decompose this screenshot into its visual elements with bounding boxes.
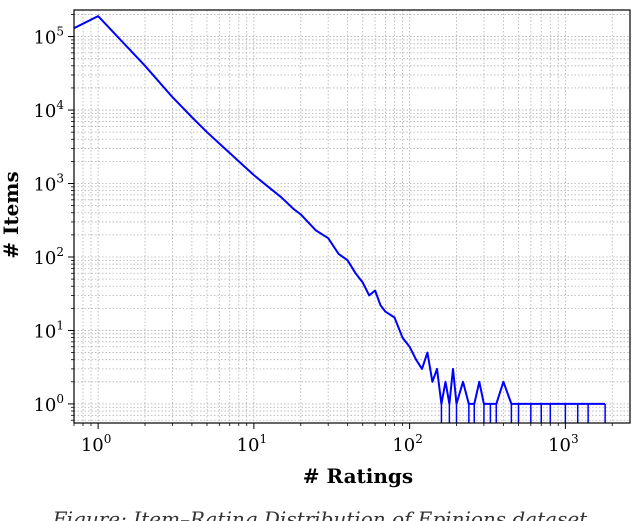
x-axis-ticks: 100 101 102 103 (73, 423, 613, 456)
y-tick-exp: 0 (56, 392, 64, 406)
y-tick-label: 103 (33, 172, 64, 196)
x-tick-base: 10 (237, 435, 260, 456)
x-tick-exp: 0 (104, 432, 112, 446)
series-line (73, 15, 606, 405)
x-tick-base: 10 (548, 435, 571, 456)
series-items-per-rating (73, 15, 606, 423)
y-tick-base: 10 (33, 395, 56, 416)
y-tick-base: 10 (33, 248, 56, 269)
y-tick-base: 10 (33, 321, 56, 342)
figure-caption: Figure: Item–Rating Distribution of Epin… (52, 507, 588, 521)
y-tick-exp: 5 (56, 25, 64, 39)
y-tick-label: 100 (33, 392, 64, 416)
y-tick-exp: 1 (56, 318, 64, 332)
x-tick-label: 102 (392, 432, 423, 456)
plot-frame (73, 9, 631, 424)
y-tick-label: 104 (33, 98, 64, 122)
y-tick-base: 10 (33, 175, 56, 196)
y-tick-label: 101 (33, 318, 64, 342)
y-tick-label: 102 (33, 245, 64, 269)
x-axis-label: # Ratings (303, 464, 413, 488)
x-tick-exp: 2 (415, 432, 423, 446)
y-tick-base: 10 (33, 101, 56, 122)
x-tick-label: 100 (81, 432, 112, 456)
y-axis-label: # Items (0, 171, 23, 258)
grid (73, 10, 630, 423)
y-tick-exp: 4 (56, 98, 64, 112)
x-tick-label: 101 (237, 432, 268, 456)
x-tick-base: 10 (392, 435, 415, 456)
y-tick-label: 105 (33, 25, 64, 49)
x-tick-exp: 1 (260, 432, 268, 446)
x-tick-exp: 3 (571, 432, 579, 446)
y-tick-exp: 2 (56, 245, 64, 259)
x-tick-base: 10 (81, 435, 104, 456)
y-tick-exp: 3 (56, 172, 64, 186)
x-tick-label: 103 (548, 432, 579, 456)
y-tick-base: 10 (33, 28, 56, 49)
